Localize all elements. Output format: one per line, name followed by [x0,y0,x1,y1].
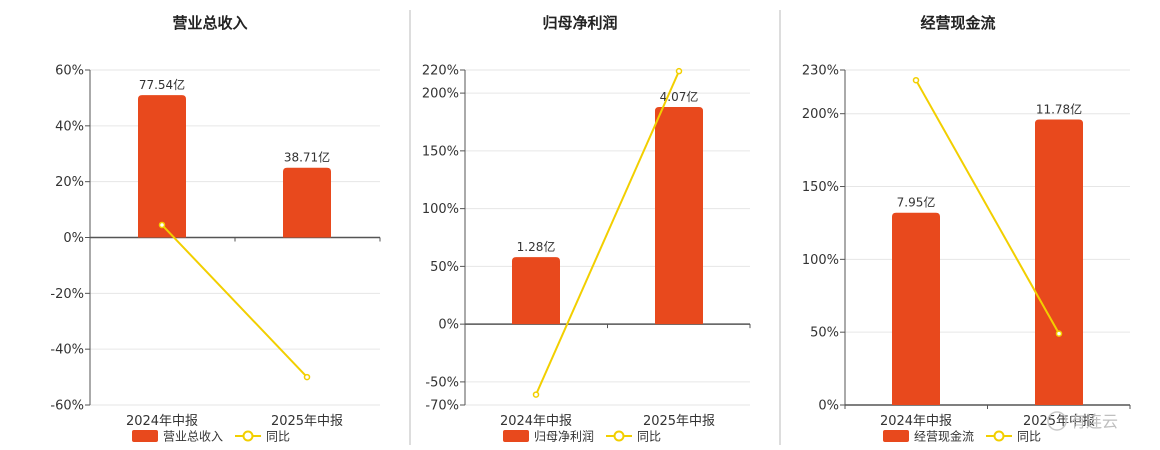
legend-bar-swatch [132,430,158,442]
yoy-point [158,221,166,229]
legend-line-marker [993,430,1005,442]
y-tick-label: 100% [422,202,459,217]
chart-panel-2: 归母净利润 220% 200% 150% 100% 50% 0% -50% -70% 2024年中… [422,14,751,444]
bar-data-label: 1.28亿 [517,239,556,254]
x-category-label: 2024年中报 [880,414,952,429]
x-category-label: 2024年中报 [126,414,198,429]
watermark: 有连云 [1047,411,1118,431]
bar-data-label: 7.95亿 [897,195,936,210]
y-tick-label: 50% [430,260,459,275]
x-category-label: 2024年中报 [500,414,572,429]
y-tick-label: 60% [55,64,84,79]
y-tick-label: 150% [422,144,459,159]
bar [655,106,703,325]
x-category-label: 2025年中报 [1023,414,1095,429]
legend-line-label: 同比 [637,430,661,444]
yoy-point [1055,330,1063,337]
bar-data-label: 77.54亿 [139,77,185,92]
y-tick-label: 0% [63,231,84,246]
bar [283,167,331,238]
y-tick-label: -40% [50,343,84,358]
y-tick-label: 220% [422,64,459,79]
y-tick-label: -20% [50,287,84,302]
legend-bar-swatch [883,430,909,442]
y-tick-label: 100% [802,253,839,268]
y-tick-label: 150% [802,180,839,195]
legend-line-marker [613,430,625,442]
chart-title: 营业总收入 [172,14,247,32]
bar [1035,119,1083,406]
y-tick-label: 200% [802,107,839,122]
y-tick-label: -60% [50,399,84,414]
yoy-point [912,76,920,84]
legend-bar-swatch [503,430,529,442]
bar [892,212,940,405]
y-tick-label: 0% [818,399,839,414]
chart-title: 归母净利润 [542,14,617,32]
legend-line-label: 同比 [266,430,290,444]
y-tick-label: -50% [425,375,459,390]
watermark-text: 有连云 [1070,412,1118,431]
bar-data-label: 11.78亿 [1036,102,1082,117]
legend-line-marker [242,430,254,442]
legend-bar-label: 营业总收入 [163,430,223,444]
bar [138,95,186,238]
y-tick-label: 200% [422,87,459,102]
chart-title: 经营现金流 [920,14,995,32]
y-tick-label: 20% [55,175,84,190]
yoy-line [161,224,308,378]
y-tick-label: -70% [425,399,459,414]
legend-line-label: 同比 [1017,430,1041,444]
y-tick-label: 50% [810,326,839,341]
yoy-line [535,70,680,396]
yoy-point [675,67,683,75]
x-category-label: 2025年中报 [643,414,715,429]
yoy-line [915,79,1060,335]
bar [512,257,560,325]
chart-panel-1: 营业总收入 60% 40% 20% 0% -20% -40% -60% 2024年中报 2025年… [50,14,381,444]
chart-panel-3: 经营现金流 230% 200% 150% 100% 50% 0% 2024年中报 2025年中报… [802,14,1131,444]
y-tick-label: 0% [438,318,459,333]
watermark-logo-icon [1047,411,1067,431]
yoy-point [303,373,311,381]
y-tick-label: 230% [802,64,839,79]
legend-bar-label: 经营现金流 [914,429,974,444]
x-category-label: 2025年中报 [271,414,343,429]
legend-bar-label: 归母净利润 [534,430,594,444]
y-tick-label: 40% [55,119,84,134]
bar-data-label: 38.71亿 [284,150,330,165]
yoy-point [532,391,540,398]
